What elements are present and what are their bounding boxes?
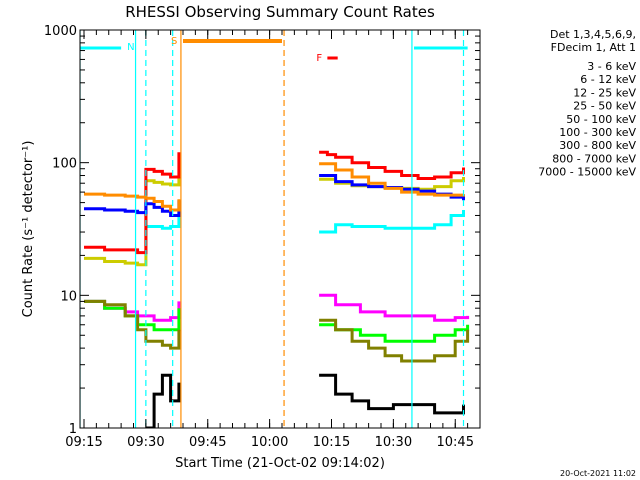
series-line: [84, 299, 181, 350]
legend-entry: 800 - 7000 keV: [552, 152, 636, 165]
plot-frame: [79, 29, 481, 429]
series-3: [145, 210, 465, 234]
y-tick-label: 10: [60, 289, 77, 304]
series-line: [319, 373, 465, 415]
series-8: [84, 299, 470, 363]
legend-entry: 50 - 100 keV: [566, 113, 636, 126]
y-tick-label: 100: [52, 157, 77, 172]
y-tick-label: 1000: [44, 24, 77, 39]
x-tick-label: 10:15: [313, 435, 350, 450]
series-line: [319, 293, 470, 322]
series-7: [84, 162, 465, 212]
series-line: [84, 177, 181, 267]
legend-entry: 300 - 800 keV: [559, 139, 636, 152]
series-line: [84, 200, 181, 217]
legend: Det 1,3,4,5,6,9,FDecim 1, Att 1 3 - 6 keV…: [538, 28, 636, 179]
generation-stamp: 20-Oct-2021 11:02: [560, 469, 636, 478]
x-tick-label: 09:30: [127, 435, 164, 450]
series-line: [319, 150, 465, 180]
y-axis-label: Count Rate (s⁻¹ detector⁻¹): [21, 141, 36, 318]
x-tick-label: 10:00: [251, 435, 288, 450]
series-line: [145, 373, 181, 428]
series-line: [84, 152, 181, 255]
saa-label: S: [171, 36, 177, 47]
series-1: [84, 293, 470, 322]
series-line: [145, 211, 181, 230]
series-line: [319, 210, 465, 234]
x-tick-label: 10:30: [375, 435, 412, 450]
x-tick-label: 09:45: [189, 435, 226, 450]
chart-title: RHESSI Observing Summary Count Rates: [125, 3, 435, 21]
x-tick-label: 09:15: [65, 435, 102, 450]
series-6: [84, 174, 465, 217]
legend-entry: 6 - 12 keV: [580, 73, 636, 86]
legend-entry: 12 - 25 keV: [573, 86, 636, 99]
legend-header: Det 1,3,4,5,6,9,: [550, 28, 636, 41]
flare-label: F: [316, 53, 322, 64]
x-axis-label: Start Time (21-Oct-02 09:14:02): [175, 456, 385, 471]
legend-entry: 7000 - 15000 keV: [538, 166, 636, 179]
legend-entry: 3 - 6 keV: [587, 60, 636, 73]
series-5: [84, 150, 465, 255]
night-label: N: [127, 42, 134, 53]
legend-entry: 100 - 300 keV: [559, 126, 636, 139]
x-tick-label: 10:45: [437, 435, 474, 450]
series-line: [84, 192, 181, 212]
y-tick-label: 1: [69, 422, 77, 437]
series-2: [84, 299, 470, 343]
legend-header: FDecim 1, Att 1: [551, 41, 636, 54]
series-0: [145, 373, 465, 428]
series-line: [319, 162, 465, 197]
legend-entry: 25 - 50 keV: [573, 100, 636, 113]
series-line: [319, 323, 470, 343]
series-line: [319, 318, 470, 363]
